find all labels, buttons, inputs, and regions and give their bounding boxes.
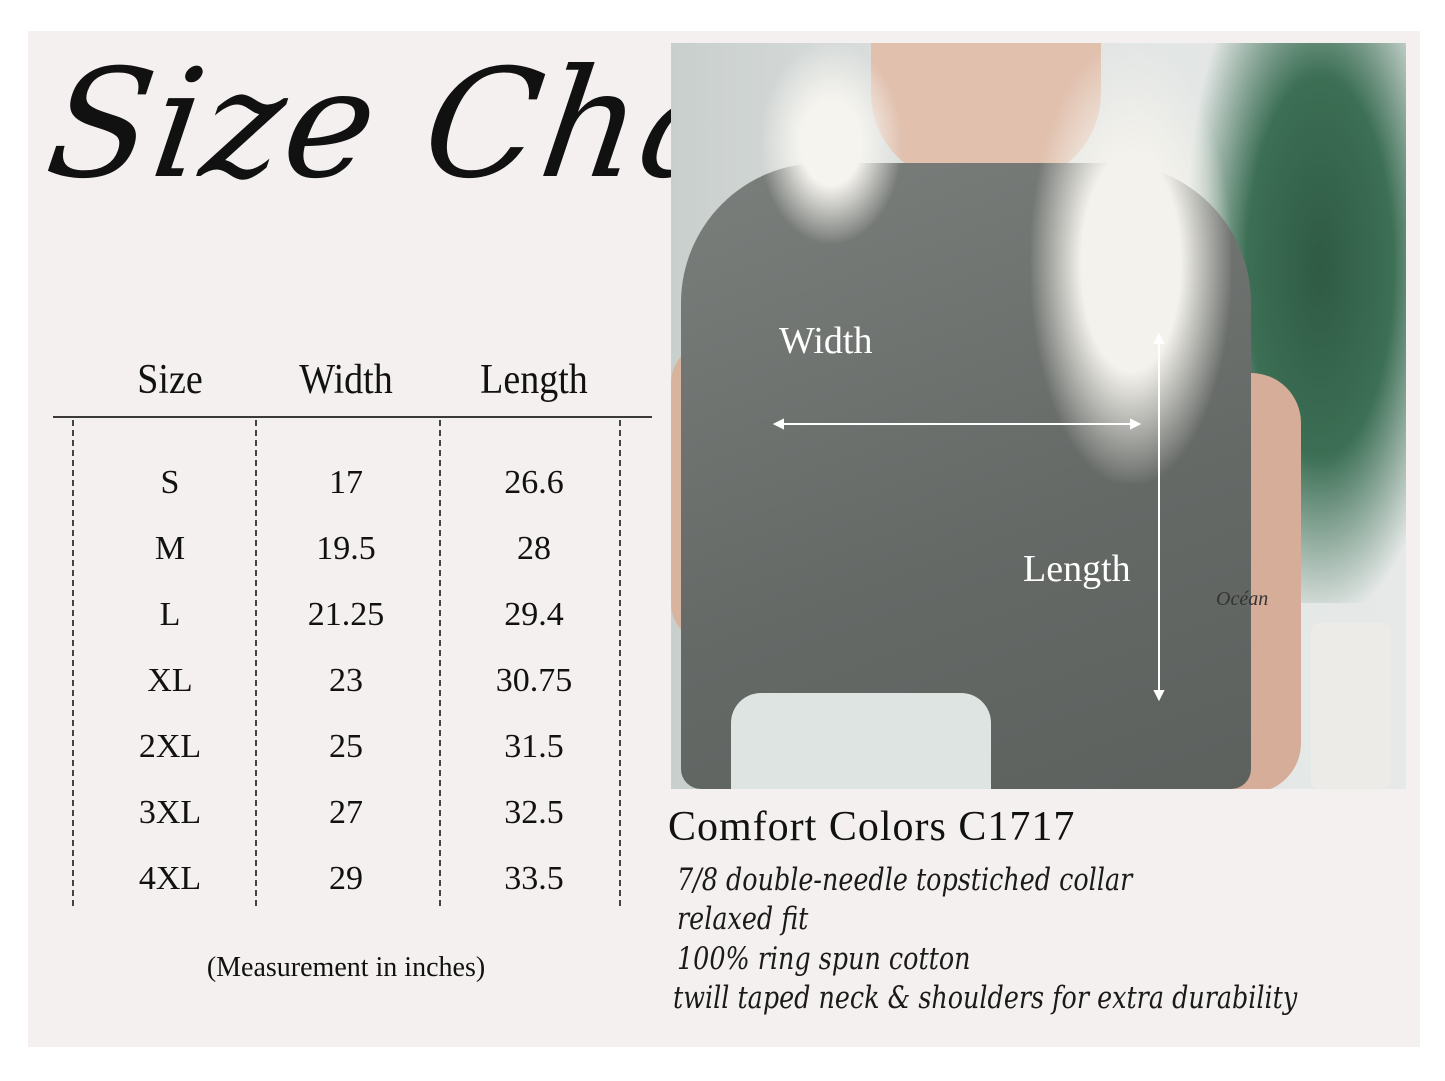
cell-size: L: [159, 596, 181, 633]
cell-length: 29.4: [504, 596, 564, 633]
column-divider: [72, 420, 74, 906]
cell-width: 27: [329, 794, 363, 831]
hair-right: [1031, 43, 1231, 483]
product-name: Comfort Colors C1717: [668, 804, 1076, 850]
pot: [1311, 623, 1391, 789]
width-arrow-head-left: [772, 418, 784, 430]
measurement-note: (Measurement in inches): [206, 952, 486, 983]
column-divider: [439, 420, 441, 906]
length-arrow-head-top: [1153, 332, 1165, 344]
cell-width: 29: [329, 860, 363, 897]
header-size: Size: [137, 356, 203, 404]
hair-left: [761, 43, 901, 243]
cell-width: 25: [329, 728, 363, 765]
jeans: [731, 693, 991, 789]
cell-length: 26.6: [504, 464, 564, 501]
width-arrow-head-right: [1130, 418, 1142, 430]
cell-length: 28: [517, 530, 551, 567]
cell-length: 30.75: [495, 662, 573, 699]
feature-line: twill taped neck & shoulders for extra d…: [673, 980, 1298, 1016]
cell-length: 31.5: [504, 728, 564, 765]
cell-size: XL: [147, 662, 193, 699]
cell-width: 23: [329, 662, 363, 699]
header-width: Width: [299, 356, 393, 404]
cell-width: 17: [329, 464, 363, 501]
column-divider: [255, 420, 257, 906]
length-arrow-head-bottom: [1153, 690, 1165, 702]
tattoo-text: Océan: [1216, 588, 1269, 610]
cell-width: 19.5: [316, 530, 376, 567]
cell-size: 4XL: [138, 860, 202, 897]
feature-line: relaxed fit: [677, 901, 809, 937]
cell-width: 21.25: [307, 596, 385, 633]
width-label: Width: [779, 320, 873, 362]
cell-length: 32.5: [504, 794, 564, 831]
feature-line: 100% ring spun cotton: [677, 941, 971, 977]
column-divider: [619, 420, 621, 906]
measure-arrows: [772, 332, 1165, 702]
header-divider: [53, 416, 652, 418]
cell-size: 3XL: [138, 794, 202, 831]
feature-line: 7/8 double-needle topstiched collar: [677, 862, 1133, 898]
cell-size: 2XL: [138, 728, 202, 765]
length-label: Length: [1023, 548, 1131, 590]
cell-size: S: [160, 464, 180, 501]
model-photo: Width Length Océan: [671, 43, 1406, 789]
header-length: Length: [480, 356, 588, 404]
cell-length: 33.5: [504, 860, 564, 897]
cell-size: M: [154, 530, 186, 567]
